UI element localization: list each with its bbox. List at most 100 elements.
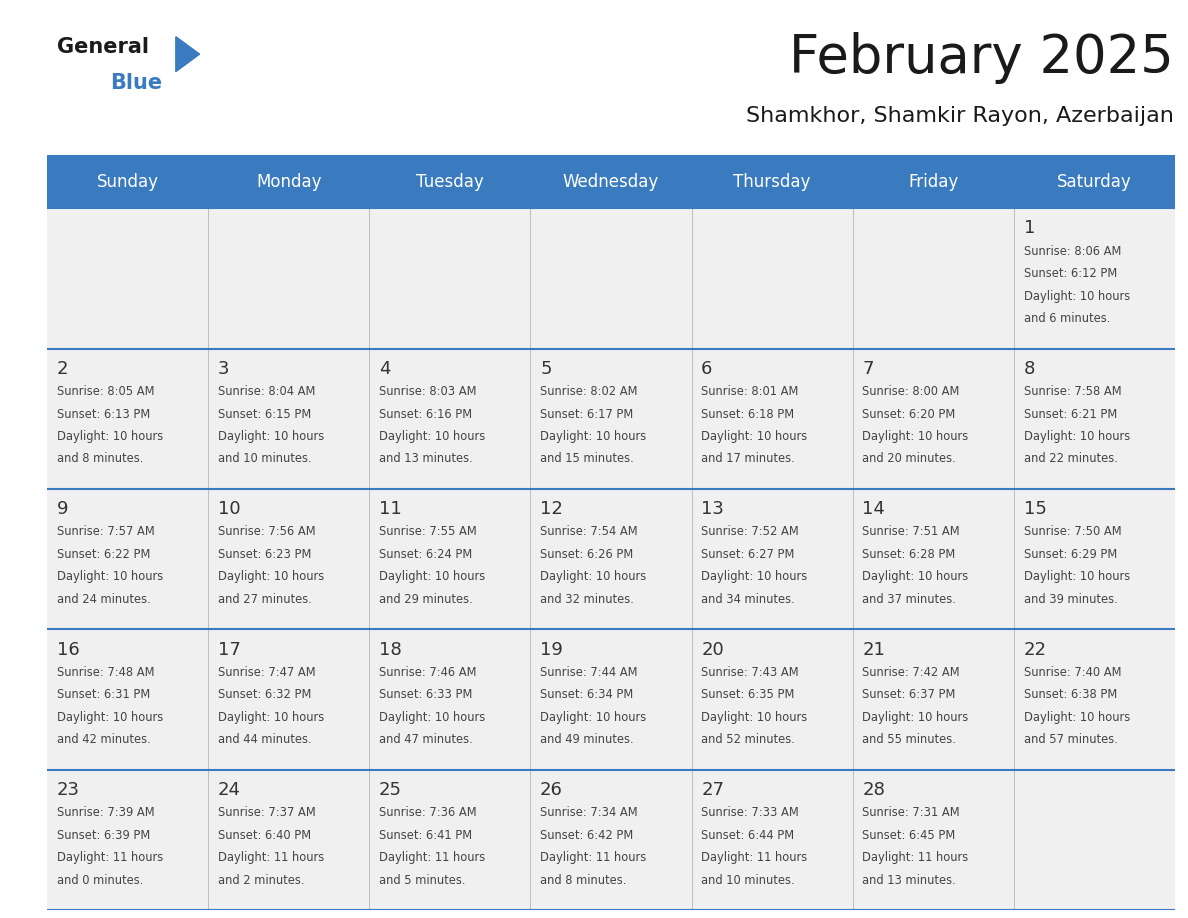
Bar: [530, 208, 691, 349]
Text: 20: 20: [701, 641, 723, 658]
Bar: [530, 769, 691, 910]
Text: Daylight: 10 hours: Daylight: 10 hours: [217, 711, 324, 723]
Bar: [369, 208, 530, 349]
Bar: [853, 489, 1013, 630]
Text: Sunset: 6:27 PM: Sunset: 6:27 PM: [701, 548, 795, 561]
Text: Sunset: 6:16 PM: Sunset: 6:16 PM: [379, 408, 472, 420]
Bar: [48, 630, 208, 769]
Text: Daylight: 10 hours: Daylight: 10 hours: [701, 430, 808, 443]
Bar: [208, 208, 369, 349]
Text: and 29 minutes.: and 29 minutes.: [379, 593, 473, 606]
Text: and 10 minutes.: and 10 minutes.: [217, 453, 311, 465]
Text: 13: 13: [701, 500, 725, 518]
Text: and 10 minutes.: and 10 minutes.: [701, 874, 795, 887]
Bar: [691, 630, 853, 769]
Text: and 8 minutes.: and 8 minutes.: [57, 453, 143, 465]
Text: and 6 minutes.: and 6 minutes.: [1024, 312, 1110, 325]
Text: 8: 8: [1024, 360, 1035, 378]
Text: Sunrise: 7:43 AM: Sunrise: 7:43 AM: [701, 666, 798, 678]
Text: Sunrise: 7:57 AM: Sunrise: 7:57 AM: [57, 525, 154, 539]
Text: and 44 minutes.: and 44 minutes.: [217, 733, 311, 746]
Text: 15: 15: [1024, 500, 1047, 518]
Bar: [691, 769, 853, 910]
Text: Daylight: 10 hours: Daylight: 10 hours: [862, 570, 968, 583]
Text: 11: 11: [379, 500, 402, 518]
Bar: [691, 349, 853, 489]
Bar: [48, 489, 208, 630]
Text: Sunset: 6:42 PM: Sunset: 6:42 PM: [541, 829, 633, 842]
Text: Sunrise: 7:42 AM: Sunrise: 7:42 AM: [862, 666, 960, 678]
Bar: [208, 489, 369, 630]
Bar: [1013, 630, 1175, 769]
Bar: [48, 155, 1175, 208]
Text: Sunset: 6:44 PM: Sunset: 6:44 PM: [701, 829, 795, 842]
Text: Sunrise: 7:34 AM: Sunrise: 7:34 AM: [541, 806, 638, 819]
Text: Daylight: 10 hours: Daylight: 10 hours: [701, 570, 808, 583]
Bar: [691, 489, 853, 630]
Bar: [853, 769, 1013, 910]
Text: 9: 9: [57, 500, 68, 518]
Text: Daylight: 11 hours: Daylight: 11 hours: [57, 851, 163, 864]
Bar: [48, 208, 208, 349]
Text: 19: 19: [541, 641, 563, 658]
Text: Sunrise: 7:47 AM: Sunrise: 7:47 AM: [217, 666, 316, 678]
Text: 28: 28: [862, 781, 885, 799]
Bar: [208, 349, 369, 489]
Text: Sunrise: 7:39 AM: Sunrise: 7:39 AM: [57, 806, 154, 819]
Text: 21: 21: [862, 641, 885, 658]
Text: Sunrise: 7:46 AM: Sunrise: 7:46 AM: [379, 666, 476, 678]
Text: and 57 minutes.: and 57 minutes.: [1024, 733, 1118, 746]
Text: Sunrise: 7:54 AM: Sunrise: 7:54 AM: [541, 525, 638, 539]
Text: Sunset: 6:12 PM: Sunset: 6:12 PM: [1024, 267, 1117, 280]
Text: Daylight: 11 hours: Daylight: 11 hours: [862, 851, 968, 864]
Bar: [1013, 489, 1175, 630]
Text: 22: 22: [1024, 641, 1047, 658]
Text: Daylight: 10 hours: Daylight: 10 hours: [541, 430, 646, 443]
Text: Sunset: 6:22 PM: Sunset: 6:22 PM: [57, 548, 150, 561]
Bar: [530, 349, 691, 489]
Text: Sunrise: 7:31 AM: Sunrise: 7:31 AM: [862, 806, 960, 819]
Text: Sunset: 6:18 PM: Sunset: 6:18 PM: [701, 408, 795, 420]
Text: 4: 4: [379, 360, 391, 378]
Bar: [1013, 349, 1175, 489]
Text: Daylight: 10 hours: Daylight: 10 hours: [701, 711, 808, 723]
Text: and 5 minutes.: and 5 minutes.: [379, 874, 466, 887]
Text: Daylight: 10 hours: Daylight: 10 hours: [862, 430, 968, 443]
Bar: [48, 769, 208, 910]
Text: Daylight: 10 hours: Daylight: 10 hours: [1024, 290, 1130, 303]
Text: Daylight: 11 hours: Daylight: 11 hours: [541, 851, 646, 864]
Text: Sunrise: 7:48 AM: Sunrise: 7:48 AM: [57, 666, 154, 678]
Text: Daylight: 11 hours: Daylight: 11 hours: [217, 851, 324, 864]
Bar: [369, 349, 530, 489]
Text: Saturday: Saturday: [1057, 173, 1132, 191]
Text: 1: 1: [1024, 219, 1035, 238]
Text: 27: 27: [701, 781, 725, 799]
Bar: [369, 489, 530, 630]
Text: Sunset: 6:38 PM: Sunset: 6:38 PM: [1024, 688, 1117, 701]
Text: Sunset: 6:29 PM: Sunset: 6:29 PM: [1024, 548, 1117, 561]
Text: Sunset: 6:31 PM: Sunset: 6:31 PM: [57, 688, 150, 701]
Text: and 37 minutes.: and 37 minutes.: [862, 593, 956, 606]
Text: and 20 minutes.: and 20 minutes.: [862, 453, 956, 465]
Bar: [208, 769, 369, 910]
Text: Sunrise: 7:50 AM: Sunrise: 7:50 AM: [1024, 525, 1121, 539]
Text: Sunrise: 7:56 AM: Sunrise: 7:56 AM: [217, 525, 316, 539]
Text: Monday: Monday: [255, 173, 322, 191]
Text: and 2 minutes.: and 2 minutes.: [217, 874, 304, 887]
Text: and 17 minutes.: and 17 minutes.: [701, 453, 795, 465]
Text: Blue: Blue: [110, 73, 163, 94]
Text: Daylight: 10 hours: Daylight: 10 hours: [1024, 570, 1130, 583]
Bar: [208, 630, 369, 769]
Text: and 32 minutes.: and 32 minutes.: [541, 593, 634, 606]
Text: Sunset: 6:40 PM: Sunset: 6:40 PM: [217, 829, 311, 842]
Text: and 49 minutes.: and 49 minutes.: [541, 733, 633, 746]
Bar: [369, 769, 530, 910]
Text: Sunrise: 7:55 AM: Sunrise: 7:55 AM: [379, 525, 476, 539]
Text: Friday: Friday: [908, 173, 959, 191]
Text: Sunset: 6:24 PM: Sunset: 6:24 PM: [379, 548, 472, 561]
Bar: [853, 630, 1013, 769]
Text: Sunday: Sunday: [96, 173, 158, 191]
Text: 12: 12: [541, 500, 563, 518]
Text: Sunset: 6:26 PM: Sunset: 6:26 PM: [541, 548, 633, 561]
Text: Sunrise: 7:40 AM: Sunrise: 7:40 AM: [1024, 666, 1121, 678]
